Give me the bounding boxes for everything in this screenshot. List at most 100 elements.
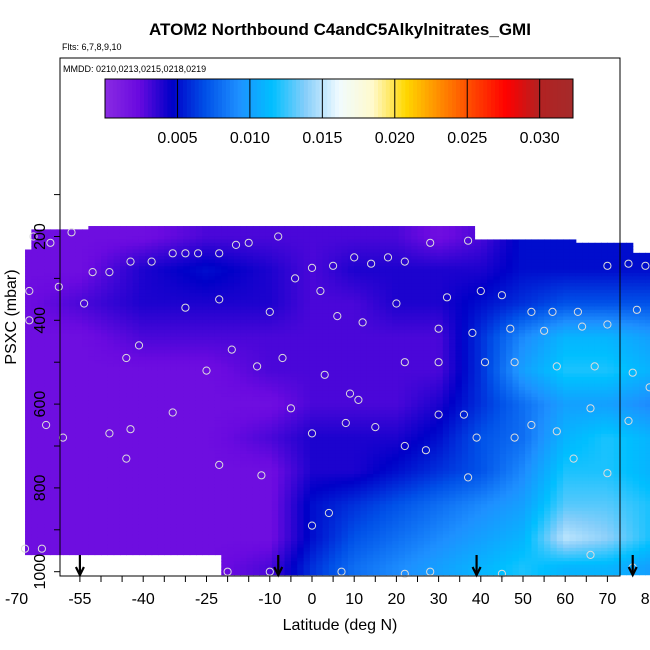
- heatmap-cell: [271, 480, 279, 485]
- heatmap-cell: [170, 487, 178, 492]
- heatmap-cell: [176, 242, 184, 247]
- heatmap-cell: [290, 262, 298, 267]
- heatmap-cell: [25, 256, 32, 261]
- heatmap-cell: [69, 494, 77, 499]
- heatmap-cell: [37, 494, 45, 499]
- heatmap-cell: [221, 407, 229, 411]
- heatmap-cell: [290, 386, 298, 391]
- heatmap-cell: [183, 524, 191, 529]
- heatmap-cell: [316, 373, 324, 378]
- heatmap-cell: [335, 487, 343, 492]
- heatmap-cell: [189, 527, 197, 532]
- heatmap-cell: [322, 443, 330, 448]
- heatmap-cell: [328, 487, 336, 492]
- heatmap-cell: [113, 541, 121, 546]
- heatmap-cell: [195, 541, 203, 546]
- heatmap-cell: [240, 316, 248, 321]
- heatmap-cell: [290, 541, 298, 546]
- heatmap-cell: [50, 343, 58, 348]
- heatmap-cell: [233, 457, 241, 462]
- heatmap-cell: [63, 420, 70, 425]
- heatmap-cell: [240, 279, 248, 284]
- heatmap-cell: [259, 413, 267, 418]
- heatmap-cell: [88, 350, 96, 354]
- heatmap-cell: [50, 440, 58, 445]
- heatmap-cell: [252, 571, 260, 576]
- heatmap-cell: [113, 453, 121, 458]
- heatmap-cell: [151, 336, 159, 341]
- heatmap-cell: [284, 490, 292, 495]
- heatmap-cell: [183, 339, 191, 344]
- heatmap-cell: [126, 504, 134, 509]
- heatmap-cell: [227, 470, 235, 475]
- heatmap-cell: [284, 226, 292, 230]
- heatmap-cell: [82, 547, 89, 552]
- heatmap-cell: [290, 567, 298, 572]
- heatmap-cell: [195, 383, 203, 388]
- heatmap-cell: [132, 440, 140, 445]
- heatmap-cell: [214, 289, 222, 294]
- heatmap-cell: [176, 343, 184, 348]
- heatmap-cell: [138, 487, 146, 492]
- heatmap-cell: [50, 527, 58, 532]
- heatmap-cell: [157, 413, 165, 418]
- heatmap-cell: [138, 303, 146, 308]
- heatmap-cell: [183, 283, 191, 287]
- heatmap-cell: [170, 313, 178, 318]
- heatmap-cell: [252, 500, 260, 505]
- heatmap-cell: [101, 393, 108, 398]
- heatmap-cell: [322, 544, 330, 549]
- heatmap-cell: [214, 507, 222, 512]
- heatmap-cell: [151, 447, 159, 452]
- heatmap-cell: [25, 383, 32, 388]
- heatmap-cell: [119, 500, 127, 505]
- heatmap-cell: [202, 494, 210, 499]
- heatmap-cell: [259, 527, 267, 532]
- heatmap-cell: [265, 407, 273, 411]
- heatmap-cell: [278, 420, 286, 425]
- heatmap-cell: [164, 319, 172, 324]
- heatmap-cell: [322, 457, 330, 462]
- heatmap-cell: [297, 430, 305, 435]
- heatmap-cell: [183, 276, 191, 281]
- heatmap-cell: [202, 346, 210, 351]
- heatmap-cell: [297, 450, 305, 455]
- heatmap-cell: [322, 447, 330, 452]
- heatmap-cell: [265, 484, 273, 489]
- heatmap-cell: [259, 393, 267, 398]
- heatmap-cell: [189, 551, 197, 556]
- heatmap-cell: [195, 470, 203, 475]
- heatmap-cell: [101, 383, 108, 388]
- heatmap-cell: [252, 497, 260, 502]
- heatmap-cell: [94, 386, 102, 391]
- heatmap-cell: [94, 477, 102, 482]
- heatmap-cell: [44, 464, 51, 468]
- heatmap-cell: [271, 390, 279, 395]
- heatmap-cell: [151, 524, 159, 529]
- heatmap-cell: [132, 407, 140, 411]
- heatmap-cell: [284, 239, 292, 244]
- heatmap-cell: [37, 242, 45, 247]
- heatmap-cell: [25, 356, 32, 361]
- heatmap-cell: [252, 470, 260, 475]
- heatmap-cell: [297, 534, 305, 539]
- heatmap-cell: [25, 336, 32, 341]
- heatmap-cell: [88, 407, 96, 411]
- heatmap-cell: [278, 246, 286, 251]
- heatmap-cell: [164, 272, 172, 277]
- heatmap-cell: [119, 339, 127, 344]
- heatmap-cell: [25, 386, 32, 391]
- heatmap-cell: [50, 407, 58, 411]
- heatmap-cell: [126, 524, 134, 529]
- heatmap-cell: [44, 360, 51, 365]
- heatmap-cell: [101, 497, 108, 502]
- heatmap-cell: [297, 437, 305, 442]
- heatmap-cell: [101, 249, 108, 254]
- heatmap-cell: [170, 470, 178, 475]
- heatmap-cell: [170, 350, 178, 354]
- heatmap-cell: [271, 376, 279, 381]
- heatmap-cell: [259, 370, 267, 375]
- heatmap-cell: [119, 430, 127, 435]
- heatmap-cell: [208, 380, 216, 385]
